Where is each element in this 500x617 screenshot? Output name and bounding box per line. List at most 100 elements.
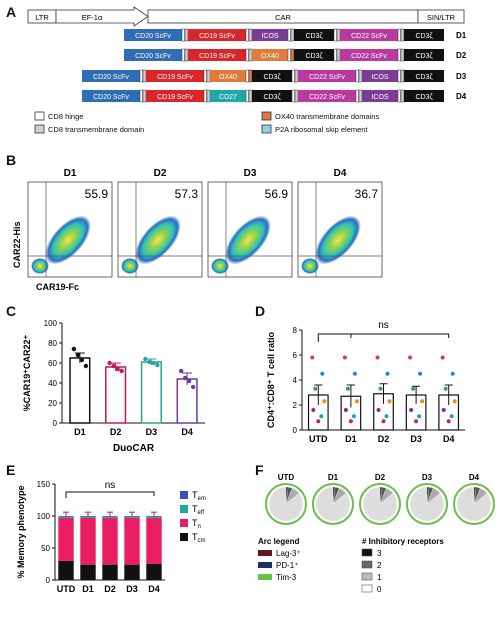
d-point <box>313 386 318 391</box>
hinge-block <box>333 48 337 62</box>
d-point <box>418 371 423 376</box>
d-ytick-label: 6 <box>293 351 298 360</box>
e-seg-teff <box>146 516 162 518</box>
e-seg-tem <box>124 516 140 517</box>
f-arc-label: PD-1⁺ <box>276 561 298 570</box>
d-point <box>450 371 455 376</box>
tm-block <box>248 48 253 62</box>
e-seg-tcm <box>146 564 162 580</box>
c-ytick-label: 100 <box>44 319 58 328</box>
tm-block <box>184 28 189 42</box>
d-point <box>452 399 457 404</box>
hinge-block <box>397 28 401 42</box>
hinge-block <box>139 89 143 103</box>
promoter-label: EF-1α <box>82 13 103 22</box>
d-point <box>343 408 348 412</box>
chart-e-group: 0 50 100 150 UTD D1 D2 D3 D4 ns % Memory phenotype… <box>16 480 206 594</box>
tm-block <box>294 69 299 83</box>
tm-block <box>400 28 405 42</box>
e-legend-label: Teff <box>192 504 204 516</box>
tm-block <box>358 69 363 83</box>
p2a-swatch <box>261 124 272 134</box>
f-pie-d1: D1 <box>312 473 354 525</box>
flow-plot-title: D3 <box>244 168 257 179</box>
tm-block <box>142 69 147 83</box>
d-point <box>311 408 316 412</box>
d-point <box>345 386 350 391</box>
tm-block <box>336 48 341 62</box>
segment-label: ICOS <box>371 94 388 101</box>
d-point <box>351 414 356 419</box>
d-sig-bracket <box>317 333 450 342</box>
tm-block <box>248 89 253 103</box>
hinge-block <box>287 48 291 62</box>
tm-block <box>206 89 211 103</box>
hinge-block <box>355 89 359 103</box>
d-xtick-label: D1 <box>345 434 357 444</box>
tm-block <box>142 89 147 103</box>
hinge-block <box>245 69 249 83</box>
c-point <box>147 359 152 365</box>
flow-population <box>135 215 181 265</box>
flow-plot-title: D2 <box>154 168 167 179</box>
e-legend-main: T <box>192 532 198 542</box>
f-pie-label: D1 <box>328 473 339 482</box>
panel-letter-c: C <box>6 303 17 319</box>
e-seg-tcm <box>80 564 96 580</box>
e-legend-swatch <box>180 533 188 541</box>
hinge-swatch <box>34 111 45 121</box>
segment-cd19-scfv <box>146 90 204 102</box>
tm-block <box>400 89 405 103</box>
c-point <box>151 360 156 366</box>
flow-negative-population <box>31 258 49 274</box>
panel-letter-d: D <box>255 303 266 319</box>
panel-letter-e: E <box>6 462 16 478</box>
segment-label: CD22 ScFv <box>309 74 345 81</box>
flow-population <box>225 215 271 265</box>
tm-block <box>336 28 341 42</box>
c-ylabel: %CAR19⁺CAR22⁺ <box>22 334 32 411</box>
construct-name: D3 <box>456 72 467 81</box>
segment-cd3 <box>404 49 444 61</box>
c-bar-d3 <box>140 361 162 424</box>
f-receptor-swatch <box>361 560 373 569</box>
e-legend-swatch <box>180 491 188 499</box>
e-xtick-label: UTD <box>57 584 76 594</box>
segment-cd19-scfv <box>188 49 246 61</box>
chart-c-group: 0 20 40 60 80 100 D1 D2 D3 D4 DuoCAR %CAR19⁺CAR22⁺ <box>22 319 205 454</box>
d-point <box>319 414 324 419</box>
segment-cd3 <box>294 49 334 61</box>
tm-block <box>248 28 253 42</box>
f-receptor-swatch <box>361 584 373 593</box>
hinge-block <box>291 89 295 103</box>
car-label: CAR <box>275 13 291 22</box>
c-bar-d2 <box>105 366 127 424</box>
panel-letter-b: B <box>6 152 17 168</box>
c-ytick-label: 40 <box>48 379 57 388</box>
legend-tm: CD8 transmembrane domain <box>48 125 144 134</box>
construct-d3: CD20 ScFv CD19 ScFv OX40 CD3ζ CD22 ScFv ICOS C… <box>82 69 467 83</box>
f-receptor-swatch <box>361 572 373 581</box>
d-point <box>417 414 422 419</box>
construct-name: D4 <box>456 92 467 101</box>
flow-plot-d2: D2 57.3 <box>117 168 203 278</box>
d-point <box>342 355 347 360</box>
f-arc-tim3 <box>312 483 354 525</box>
c-ytick-label: 20 <box>48 399 57 408</box>
c-point <box>107 360 112 366</box>
d-point <box>409 408 414 412</box>
flow-population <box>315 215 361 265</box>
flow-percent: 55.9 <box>85 187 109 201</box>
tm-block <box>400 48 405 62</box>
d-point <box>352 371 357 376</box>
flow-negative-population <box>211 258 229 274</box>
e-ytick-label: 150 <box>37 480 51 489</box>
f-arc-tim3 <box>406 483 448 525</box>
hinge-block <box>397 69 401 83</box>
d-point <box>441 408 446 412</box>
segment-label: CD3ζ <box>415 94 432 101</box>
flow-xlabel: CAR19-Fc <box>36 282 79 292</box>
hinge-block <box>245 48 249 62</box>
c-ytick-label: 0 <box>53 419 58 428</box>
segment-label: CD19 ScFv <box>199 53 235 60</box>
